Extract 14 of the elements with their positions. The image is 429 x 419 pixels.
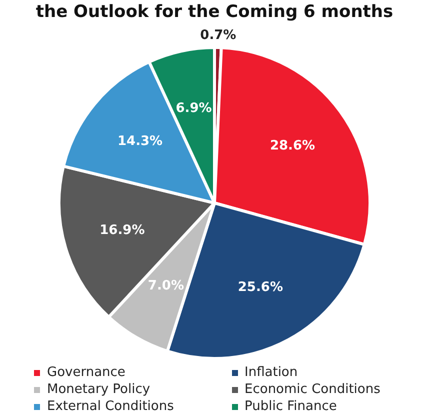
data-label: 14.3% [117,134,163,150]
legend-label: Economic Conditions [244,381,380,398]
data-label: 6.9% [176,101,212,116]
legend-label: Governance [47,364,126,381]
data-label: 28.6% [270,138,316,154]
data-label: 7.0% [148,278,184,294]
legend-label: Monetary Policy [47,381,150,398]
data-label: 16.9% [100,223,145,238]
legend-label: External Conditions [47,398,174,415]
chart-title: the Outlook for the Coming 6 months [34,1,394,24]
data-label: 0.7% [200,28,236,43]
data-label: 25.6% [238,280,283,296]
legend-label: Inflation [244,364,298,381]
legend-label: Public Finance [244,398,337,415]
